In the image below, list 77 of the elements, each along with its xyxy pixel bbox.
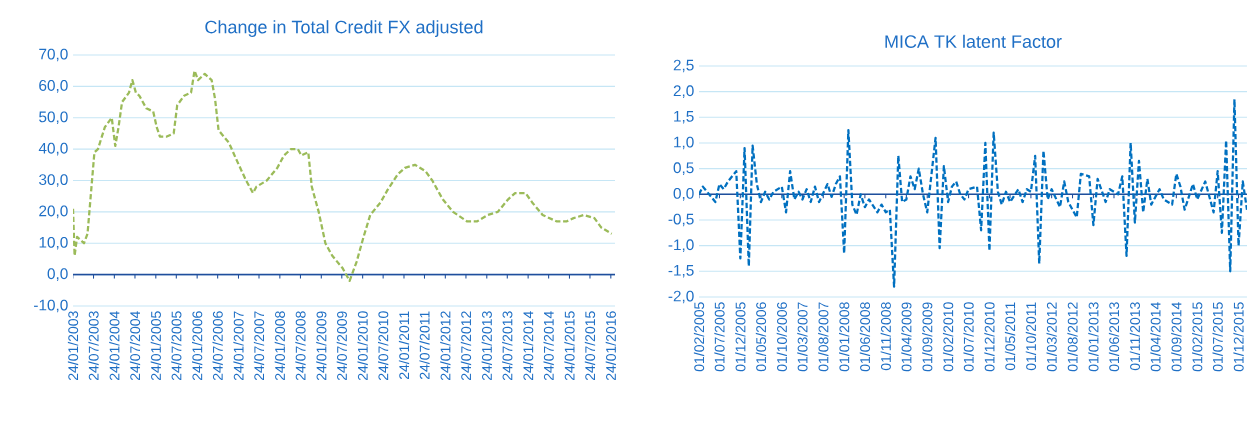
x-tick-label: 01/05/2006 (755, 302, 767, 372)
x-tick-label: 24/07/2006 (212, 311, 223, 381)
x-tick-label: 24/01/2003 (67, 311, 79, 381)
x-tick-label: 01/06/2013 (1108, 302, 1120, 372)
x-tick-label: 24/01/2006 (192, 311, 203, 381)
y-tick-label: -10,0 (34, 299, 68, 313)
x-tick-label: 24/01/2013 (481, 311, 492, 381)
y-tick-label: 70,0 (39, 48, 68, 62)
x-tick-label: 01/12/2005 (735, 302, 746, 372)
x-tick-label: 01/09/2014 (1171, 302, 1182, 372)
x-tick-label: 01/12/2015 (1233, 302, 1244, 372)
x-tick-label: 24/07/2008 (295, 311, 306, 381)
x-tick-label: 24/07/2007 (253, 311, 265, 381)
x-tick-label: 01/04/2009 (901, 302, 912, 372)
y-tick-label: 60,0 (39, 80, 68, 93)
x-tick-label: 01/10/2011 (1025, 302, 1037, 371)
x-tick-label: 24/01/2014 (522, 311, 534, 381)
x-tick-label: 01/08/2007 (818, 302, 829, 372)
x-tick-label: 01/02/2010 (942, 302, 954, 372)
y-tick-label: 0,0 (673, 187, 694, 201)
x-tick-label: 24/01/2016 (605, 311, 616, 381)
x-tick-label: 24/01/2008 (274, 311, 285, 381)
x-tick-label: 24/07/2014 (543, 311, 554, 381)
x-tick-label: 01/10/2006 (776, 302, 787, 372)
y-tick-label: 2,0 (673, 85, 694, 98)
x-tick-label: 01/08/2012 (1067, 302, 1078, 372)
x-tick-label: 01/07/2010 (963, 302, 974, 372)
x-tick-label: 01/11/2013 (1129, 302, 1141, 371)
x-tick-label: 24/01/2009 (316, 311, 327, 381)
x-tick-label: 24/01/2005 (150, 311, 161, 381)
y-tick-label: 10,0 (39, 236, 68, 250)
line-series (73, 69, 613, 283)
y-tick-label: 40,0 (38, 142, 68, 156)
x-tick-label: 24/01/2012 (440, 311, 451, 381)
x-tick-label: 01/03/2007 (797, 302, 808, 372)
line-series (699, 98, 1247, 288)
x-tick-label: 24/07/2005 (171, 311, 182, 381)
x-tick-label: 24/01/2007 (233, 311, 244, 381)
x-tick-label: 01/05/2011 (1004, 302, 1016, 371)
x-tick-label: 01/09/2009 (922, 302, 933, 372)
x-tick-label: 01/07/2005 (714, 302, 725, 372)
x-tick-label: 01/03/2012 (1046, 302, 1057, 372)
x-tick-label: 24/01/2010 (357, 311, 368, 381)
y-tick-label: -2,0 (668, 290, 694, 304)
x-tick-label: 01/12/2010 (984, 302, 995, 372)
x-tick-label: 01/02/2015 (1192, 302, 1203, 372)
x-tick-label: 01/06/2008 (859, 302, 871, 372)
y-tick-label: 1,5 (674, 111, 694, 124)
y-tick-label: 50,0 (39, 111, 68, 125)
x-tick-label: 24/01/2015 (564, 311, 575, 381)
x-tick-label: 24/07/2010 (378, 311, 389, 381)
y-tick-label: 0,5 (673, 162, 694, 175)
y-tick-label: 2,5 (673, 59, 694, 73)
y-tick-label: 30,0 (39, 174, 68, 187)
x-tick-label: 01/11/2008 (880, 302, 891, 371)
x-tick-label: 24/07/2012 (460, 311, 472, 381)
y-tick-label: -0,5 (668, 213, 694, 227)
x-tick-label: 24/07/2009 (336, 311, 347, 381)
chart-title: MICA TK latent Factor (885, 34, 1062, 48)
x-tick-label: 24/07/2003 (88, 311, 99, 381)
x-tick-label: 24/01/2011 (398, 311, 410, 380)
x-tick-label: 01/04/2014 (1150, 302, 1161, 372)
x-tick-label: 01/07/2015 (1212, 302, 1223, 372)
x-tick-label: 24/01/2004 (109, 311, 120, 381)
y-tick-label: 1,0 (674, 136, 694, 150)
y-tick-label: -1,5 (668, 265, 694, 278)
x-tick-label: 24/07/2004 (129, 311, 141, 381)
x-tick-label: 01/02/2005 (693, 302, 705, 372)
y-tick-label: 0,0 (47, 268, 68, 281)
x-tick-label: 24/07/2015 (584, 311, 596, 381)
y-tick-label: 20,0 (39, 205, 68, 219)
chart-title: Change in Total Credit FX adjusted (205, 20, 483, 37)
x-tick-label: 24/07/2013 (502, 311, 513, 381)
x-tick-label: 01/01/2008 (839, 302, 850, 372)
y-tick-label: -1,0 (668, 239, 694, 252)
x-tick-label: 01/01/2013 (1088, 302, 1099, 372)
x-tick-label: 24/07/2011 (419, 311, 430, 380)
